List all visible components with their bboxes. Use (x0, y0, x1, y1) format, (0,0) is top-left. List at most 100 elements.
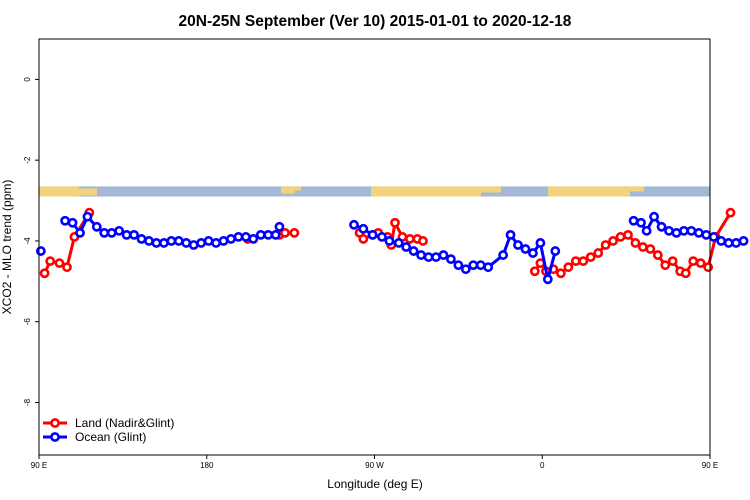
series-1-point (723, 238, 734, 248)
y-tick-label: 0 (23, 77, 32, 82)
series-1-point (483, 262, 494, 273)
series-0-point (725, 207, 736, 218)
series-1-point (99, 227, 110, 238)
series-layer (35, 207, 749, 285)
legend: Land (Nadir&Glint)Ocean (Glint) (43, 416, 174, 444)
series-1-point (528, 248, 538, 258)
map-land-1 (79, 188, 97, 196)
series-1-point (431, 252, 441, 262)
chart-title: 20N-25N September (Ver 10) 2015-01-01 to… (179, 13, 572, 30)
series-0-point (695, 258, 706, 269)
map-land-0 (39, 186, 79, 197)
series-1-point (75, 227, 85, 238)
series-1-point (520, 244, 531, 254)
series-1-point (649, 211, 659, 222)
series-0-point (703, 262, 714, 273)
series-0-point (570, 256, 581, 267)
series-1-point (255, 229, 266, 240)
map-land-3 (295, 186, 301, 191)
series-1-point (453, 260, 464, 271)
series-1-point (218, 236, 229, 246)
x-tick-label: 90 W (365, 461, 384, 470)
y-axis: 0 -2 -4 -6 -8 (23, 77, 39, 406)
series-1-point (106, 227, 117, 238)
series-0-point (555, 268, 566, 279)
series-1-point (158, 238, 169, 248)
series-1-point (136, 234, 147, 244)
series-1-point (82, 211, 93, 222)
series-0-point (600, 240, 611, 250)
series-0-point (289, 227, 300, 238)
series-0-point (62, 262, 72, 273)
series-1-point (263, 229, 274, 240)
series-1-point (166, 236, 177, 246)
series-1-point (716, 236, 727, 246)
series-1-point (636, 217, 646, 228)
map-land-2 (281, 186, 295, 194)
legend-label-0: Land (Nadir&Glint) (75, 416, 174, 430)
series-0-point (623, 229, 633, 240)
legend-label-1: Ocean (Glint) (75, 430, 146, 444)
series-1-point (349, 219, 359, 230)
series-1-point (505, 229, 516, 240)
series-0-point (54, 258, 65, 269)
y-tick-label: -2 (23, 156, 32, 164)
series-1-point (738, 236, 749, 246)
x-axis-label: Longitude (deg E) (327, 477, 422, 491)
series-1-point (367, 229, 378, 240)
series-1-point (446, 254, 456, 265)
series-1-point (664, 225, 674, 236)
series-1-point (203, 236, 214, 246)
map-band (39, 186, 710, 197)
series-0-point (529, 266, 540, 277)
series-0-point (660, 260, 671, 271)
series-0-point (418, 236, 428, 246)
series-1-point (679, 225, 689, 236)
series-0-point (593, 248, 604, 258)
series-1-point (129, 229, 139, 240)
series-0-point (280, 227, 290, 238)
series-1-point (121, 229, 132, 240)
series-1-point (91, 221, 102, 232)
series-1-point (196, 238, 207, 248)
series-0-point (680, 268, 691, 279)
y-axis-label: XCO2 - MLO trend (ppm) (0, 180, 14, 315)
series-1-point (67, 217, 78, 228)
series-1-point (513, 240, 523, 250)
series-1-point (60, 215, 70, 226)
series-0-segment (706, 235, 718, 269)
x-tick-label: 90 E (702, 461, 718, 470)
series-1-point (211, 238, 221, 248)
series-1-point (240, 232, 251, 242)
x-tick-label: 180 (200, 461, 214, 470)
legend-marker-1 (50, 432, 60, 442)
series-0-point (608, 236, 618, 246)
map-land-5 (481, 186, 501, 193)
series-1-point (151, 238, 162, 248)
series-1-point (468, 260, 479, 271)
series-0-point (667, 256, 678, 267)
series-0-point (563, 262, 574, 273)
y-tick-label: -8 (23, 398, 32, 406)
series-1-point (274, 221, 285, 232)
series-0-point (39, 268, 50, 279)
series-1-point (693, 227, 704, 238)
series-1-point (686, 225, 697, 236)
series-1-point (731, 238, 741, 248)
series-1-point (438, 250, 449, 260)
map-land-4 (371, 186, 481, 197)
series-0-segment (65, 235, 76, 269)
series-1-point (188, 240, 199, 250)
series-0-point (578, 256, 589, 267)
map-land-7 (630, 186, 644, 192)
series-0-point (688, 256, 699, 267)
series-1-segment (538, 241, 550, 281)
map-land-6 (548, 186, 630, 197)
series-1-point (628, 215, 639, 226)
series-1-point (144, 236, 154, 246)
series-1-point (401, 242, 412, 252)
series-1-point (377, 232, 387, 242)
series-0-point (45, 256, 56, 267)
series-1-point (408, 246, 419, 256)
series-0-point (638, 242, 648, 252)
